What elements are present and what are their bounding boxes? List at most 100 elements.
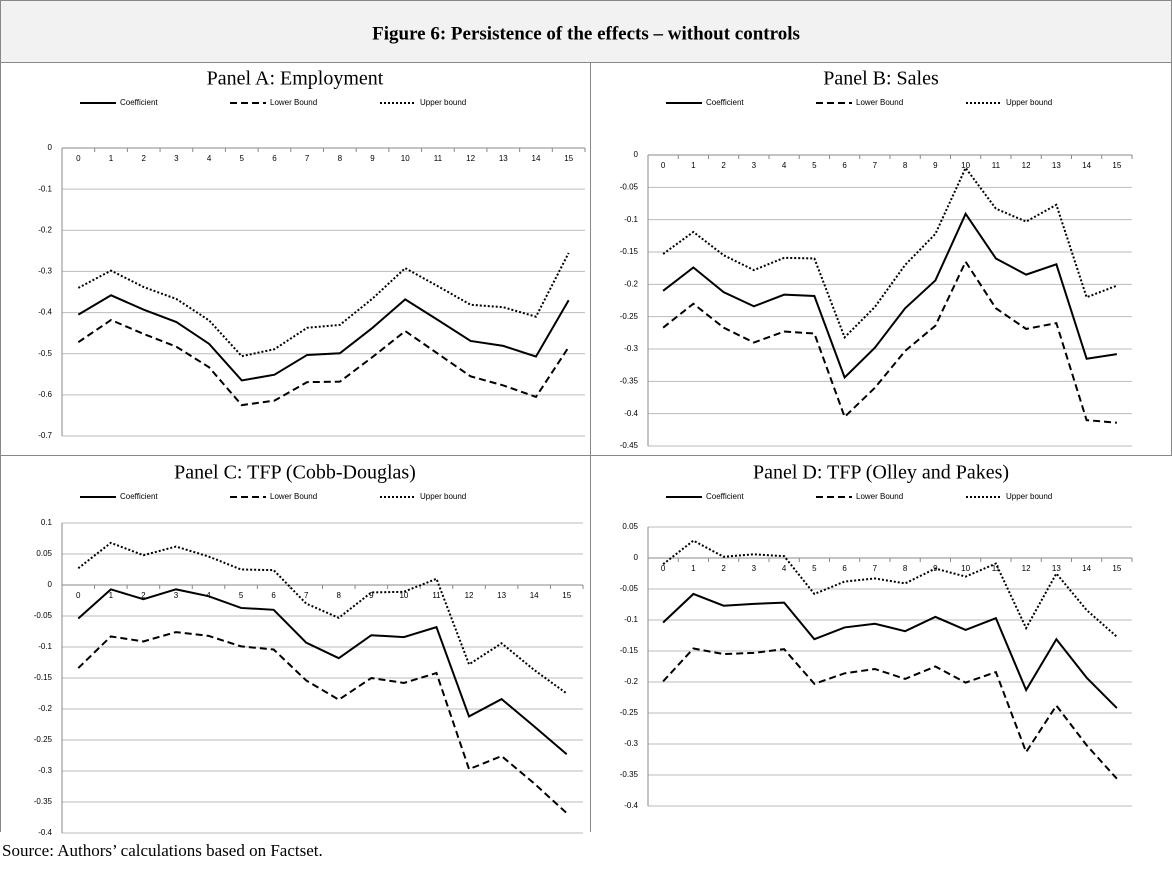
x-tick-label: 4 (782, 161, 787, 170)
x-tick-label: 15 (562, 591, 571, 600)
x-tick-label: 10 (961, 564, 970, 573)
y-tick-label: -0.35 (620, 770, 639, 779)
x-tick-label: 10 (401, 154, 410, 163)
data-line (77, 318, 570, 407)
x-tick-label: 2 (141, 591, 146, 600)
y-tick-label: -0.25 (34, 735, 53, 744)
x-tick-label: 10 (961, 161, 970, 170)
legend-label: Upper bound (420, 98, 466, 107)
x-tick-label: 5 (239, 591, 244, 600)
y-tick-label: -0.25 (620, 312, 639, 321)
legend-label: Upper bound (420, 492, 466, 501)
x-tick-label: 14 (530, 591, 539, 600)
x-tick-label: 13 (1052, 161, 1061, 170)
panel-title: Panel C: TFP (Cobb-Douglas) (174, 462, 416, 484)
y-tick-label: -0.3 (624, 344, 638, 353)
x-tick-label: 13 (1052, 564, 1061, 573)
y-tick-label: 0 (634, 150, 639, 159)
data-line (662, 647, 1118, 780)
x-tick-label: 5 (240, 154, 245, 163)
y-tick-label: -0.15 (620, 247, 639, 256)
x-tick-label: 12 (466, 154, 475, 163)
x-tick-label: 11 (432, 591, 441, 600)
y-tick-label: -0.2 (38, 704, 52, 713)
y-tick-label: 0.05 (36, 549, 52, 558)
x-tick-label: 5 (812, 161, 817, 170)
x-tick-label: 14 (1082, 564, 1091, 573)
header-box (0, 0, 1172, 63)
data-line (77, 294, 570, 382)
y-tick-label: -0.2 (624, 279, 638, 288)
data-line (77, 631, 568, 814)
y-tick-label: -0.05 (34, 611, 53, 620)
x-tick-label: 1 (691, 564, 696, 573)
x-tick-label: 13 (497, 591, 506, 600)
x-tick-label: 14 (1082, 161, 1091, 170)
x-tick-label: 12 (465, 591, 474, 600)
x-tick-label: 0 (76, 154, 81, 163)
legend-label: Coefficient (120, 98, 158, 107)
y-tick-label: 0.1 (41, 518, 53, 527)
legend-label: Upper bound (1006, 492, 1052, 501)
legend-label: Lower Bound (856, 492, 903, 501)
y-tick-label: -0.35 (620, 376, 639, 385)
x-tick-label: 15 (564, 154, 573, 163)
y-tick-label: -0.4 (38, 308, 52, 317)
y-tick-label: -0.15 (34, 673, 53, 682)
x-tick-label: 11 (434, 154, 443, 163)
x-tick-label: 1 (691, 161, 696, 170)
data-line (662, 539, 1118, 638)
x-tick-label: 3 (752, 161, 757, 170)
data-line (662, 259, 1117, 424)
x-tick-label: 2 (141, 154, 146, 163)
y-tick-label: -0.1 (38, 184, 52, 193)
x-tick-label: 6 (271, 591, 276, 600)
x-tick-label: 15 (1112, 564, 1121, 573)
x-tick-label: 2 (721, 564, 726, 573)
data-line (662, 165, 1118, 340)
figure-title: Figure 6: Persistence of the effects – w… (372, 23, 800, 44)
x-tick-label: 15 (1112, 161, 1121, 170)
y-tick-label: -0.45 (620, 441, 639, 450)
x-tick-label: 8 (337, 591, 342, 600)
x-tick-label: 8 (338, 154, 343, 163)
x-tick-label: 6 (842, 564, 847, 573)
y-tick-label: -0.1 (624, 615, 638, 624)
panel-title: Panel D: TFP (Olley and Pakes) (753, 462, 1009, 484)
y-tick-label: -0.3 (38, 766, 52, 775)
x-tick-label: 7 (304, 591, 309, 600)
x-tick-label: 4 (207, 154, 212, 163)
y-tick-label: -0.5 (38, 349, 52, 358)
x-tick-label: 8 (903, 564, 908, 573)
source-note: Source: Authors’ calculations based on F… (2, 841, 323, 860)
data-line (77, 252, 570, 358)
x-tick-label: 3 (752, 564, 757, 573)
x-tick-label: 3 (174, 591, 179, 600)
legend-label: Coefficient (706, 98, 744, 107)
y-tick-label: -0.05 (620, 584, 639, 593)
x-tick-label: 7 (873, 161, 878, 170)
x-tick-label: 9 (369, 591, 374, 600)
x-tick-label: 6 (842, 161, 847, 170)
x-tick-label: 11 (992, 564, 1001, 573)
y-tick-label: -0.4 (624, 801, 638, 810)
x-tick-label: 12 (1022, 161, 1031, 170)
x-tick-label: 2 (721, 161, 726, 170)
x-tick-label: 12 (1022, 564, 1031, 573)
x-tick-label: 0 (76, 591, 81, 600)
y-tick-label: -0.25 (620, 708, 639, 717)
y-tick-label: -0.4 (624, 409, 638, 418)
legend-label: Coefficient (706, 492, 744, 501)
x-tick-label: 7 (873, 564, 878, 573)
x-tick-label: 11 (992, 161, 1001, 170)
y-tick-label: -0.7 (38, 431, 52, 440)
legend-label: Lower Bound (856, 98, 903, 107)
panel-title: Panel B: Sales (823, 68, 939, 90)
y-tick-label: -0.1 (624, 215, 638, 224)
x-tick-label: 0 (661, 564, 666, 573)
data-line (77, 588, 568, 756)
y-tick-label: 0 (48, 580, 53, 589)
x-tick-label: 6 (272, 154, 277, 163)
y-tick-label: -0.2 (624, 677, 638, 686)
legend-label: Lower Bound (270, 98, 317, 107)
